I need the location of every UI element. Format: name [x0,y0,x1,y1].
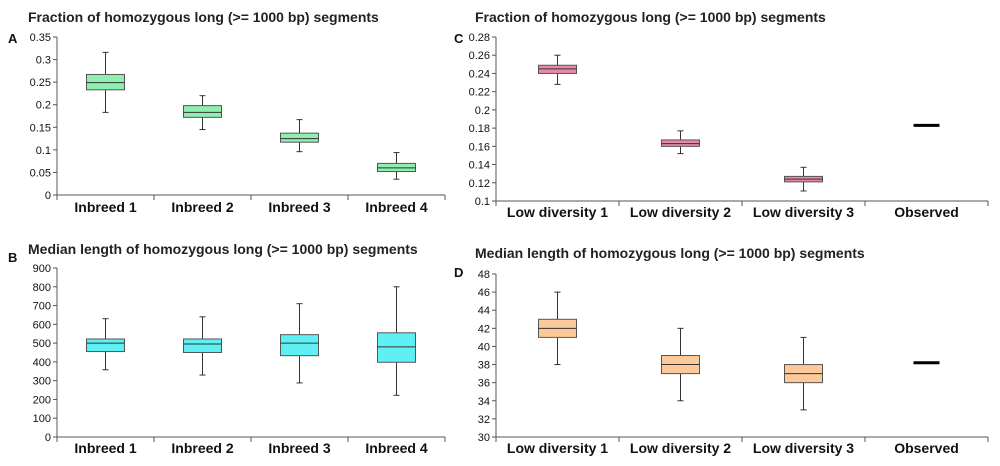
y-tick-label: 800 [33,282,51,294]
y-tick-label: 200 [33,394,51,406]
x-tick-label: Observed [894,440,959,456]
y-tick-label: 0.14 [469,160,490,172]
y-tick-label: 42 [478,323,490,335]
panel-b: Median length of homozygous long (>= 100… [8,241,446,456]
panel-a: Fraction of homozygous long (>= 1000 bp)… [8,9,446,215]
panel-label: C [454,31,464,46]
box-iqr [377,332,416,363]
y-tick-label: 0.2 [36,100,51,112]
x-tick-label: Inbreed 3 [268,440,330,456]
y-tick-label: 0.2 [475,105,490,117]
y-tick-label: 100 [33,413,51,425]
y-tick-label: 0.26 [469,50,490,62]
y-tick-label: 300 [33,376,51,388]
y-tick-label: 0.28 [469,32,490,44]
y-tick-label: 600 [33,319,51,331]
y-tick-label: 40 [478,341,490,353]
x-tick-label: Inbreed 3 [268,199,330,215]
panel-title: Median length of homozygous long (>= 100… [475,245,865,261]
y-tick-label: 38 [478,360,490,372]
y-tick-label: 36 [478,378,490,390]
x-tick-label: Low diversity 3 [753,204,854,220]
x-tick-label: Low diversity 2 [630,204,731,220]
y-tick-label: 0.12 [469,178,490,190]
y-tick-label: 0 [45,190,51,202]
x-tick-label: Low diversity 2 [630,440,731,456]
x-tick-label: Inbreed 1 [74,199,136,215]
y-tick-label: 700 [33,301,51,313]
y-tick-label: 0 [45,432,51,444]
y-tick-label: 0.1 [475,196,490,208]
y-tick-label: 48 [478,269,490,281]
x-tick-label: Low diversity 1 [507,204,608,220]
y-tick-label: 46 [478,287,490,299]
x-tick-label: Observed [894,204,959,220]
y-tick-label: 0.1 [36,145,51,157]
y-tick-label: 44 [478,305,490,317]
panel-title: Fraction of homozygous long (>= 1000 bp)… [28,9,379,25]
x-tick-label: Low diversity 1 [507,440,608,456]
box-iqr [183,105,222,118]
y-tick-label: 0.05 [30,167,51,179]
y-tick-label: 32 [478,414,490,426]
panel-label: D [454,265,463,280]
x-tick-label: Low diversity 3 [753,440,854,456]
y-tick-label: 0.3 [36,55,51,67]
y-tick-label: 0.16 [469,141,490,153]
panel-label: A [8,31,18,46]
y-tick-label: 0.15 [30,122,51,134]
y-tick-label: 0.18 [469,123,490,135]
panel-d: Median length of homozygous long (>= 100… [454,245,989,456]
y-tick-label: 500 [33,338,51,350]
y-tick-label: 0.25 [30,77,51,89]
y-tick-label: 400 [33,357,51,369]
panel-title: Fraction of homozygous long (>= 1000 bp)… [475,9,826,25]
x-tick-label: Inbreed 4 [365,440,427,456]
box-iqr [183,338,222,354]
y-tick-label: 0.35 [30,32,51,44]
box-iqr [280,334,319,357]
x-tick-label: Inbreed 1 [74,440,136,456]
box-iqr [86,338,125,353]
y-tick-label: 34 [478,396,490,408]
y-tick-label: 30 [478,432,490,444]
y-tick-label: 0.22 [469,87,490,99]
box-iqr [280,132,319,143]
y-tick-label: 900 [33,263,51,275]
x-tick-label: Inbreed 2 [171,440,233,456]
x-tick-label: Inbreed 2 [171,199,233,215]
x-tick-label: Inbreed 4 [365,199,427,215]
panel-title: Median length of homozygous long (>= 100… [28,241,418,257]
y-tick-label: 0.24 [469,68,490,80]
panel-label: B [8,250,17,265]
panel-c: Fraction of homozygous long (>= 1000 bp)… [454,9,989,220]
